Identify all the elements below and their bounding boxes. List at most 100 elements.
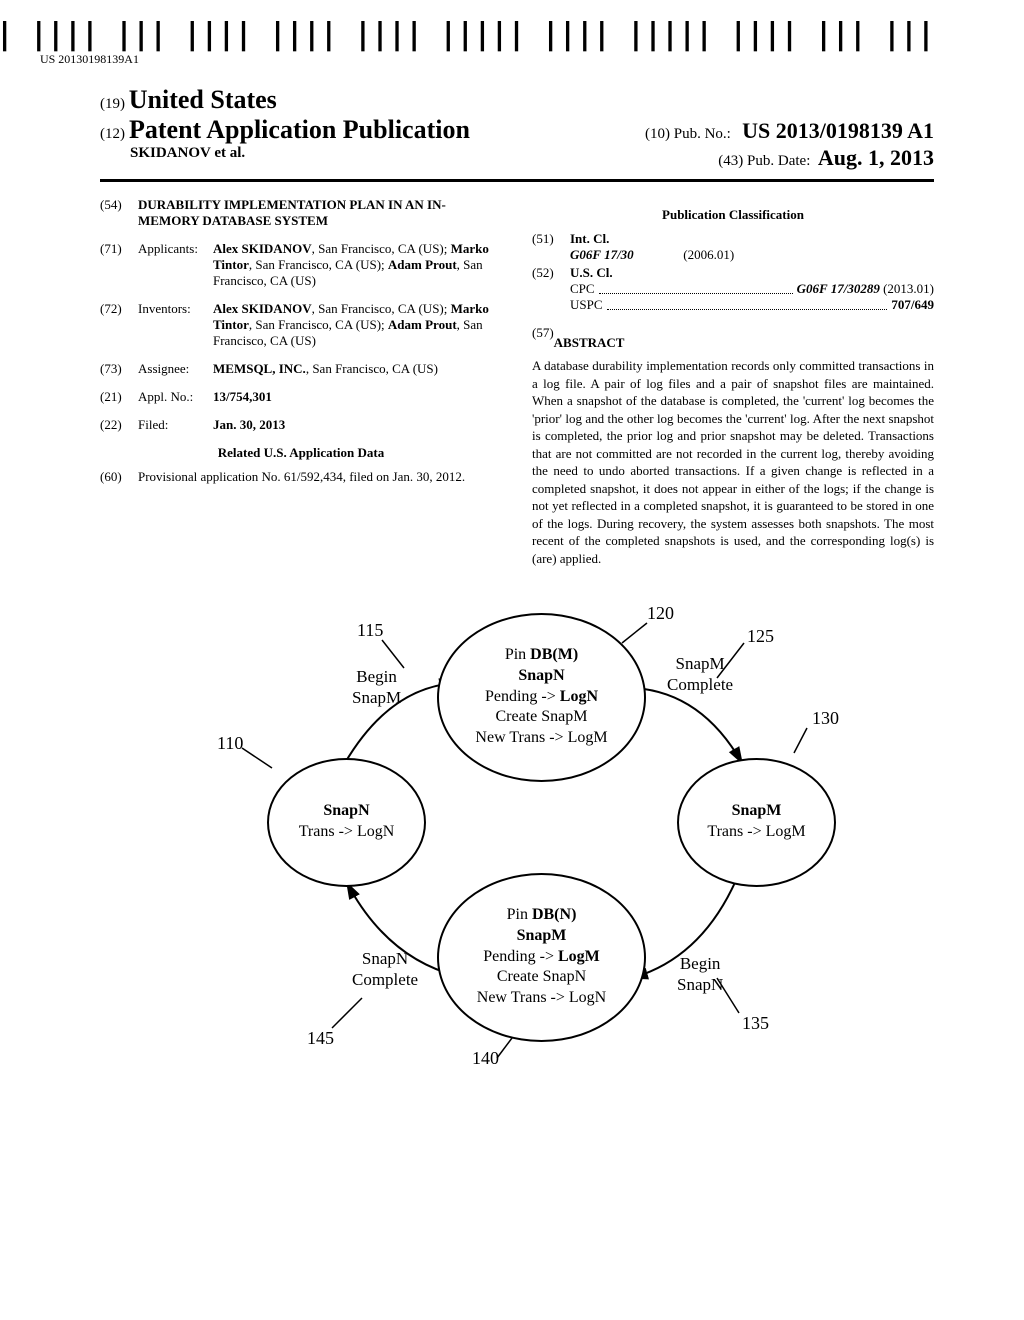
- ref-115: 115: [357, 620, 383, 641]
- entry-51: (51) Int. Cl. G06F 17/30 (2006.01): [532, 231, 934, 263]
- code-19: (19): [100, 96, 125, 112]
- code-54: (54): [100, 197, 138, 229]
- pub-class-head: Publication Classification: [532, 207, 934, 223]
- label-21: Appl. No.:: [138, 389, 213, 405]
- ref-135: 135: [742, 1013, 769, 1034]
- ref-130: 130: [812, 708, 839, 729]
- code-51: (51): [532, 231, 570, 263]
- ref-145: 145: [307, 1028, 334, 1049]
- state-140: Pin DB(N) SnapM Pending -> LogM Create S…: [437, 873, 646, 1042]
- e145-l1: SnapN: [362, 949, 408, 968]
- e125-l2: Complete: [667, 675, 733, 694]
- s120-l4: Create SnapM: [439, 707, 644, 728]
- pub-no-label: Pub. No.:: [674, 126, 731, 142]
- code-10: (10): [645, 126, 670, 142]
- e135-l2: SnapN: [677, 975, 723, 994]
- e115-l1: Begin: [356, 667, 397, 686]
- code-71: (71): [100, 241, 138, 289]
- s140-l5: New Trans -> LogN: [439, 988, 644, 1009]
- code-57: (57): [532, 325, 554, 357]
- label-73: Assignee:: [138, 361, 213, 377]
- pub-type: Patent Application Publication: [129, 115, 470, 145]
- text-22: Jan. 30, 2013: [213, 417, 502, 433]
- label-52: U.S. Cl.: [570, 265, 613, 280]
- code-52: (52): [532, 265, 570, 313]
- edge-145: SnapN Complete: [352, 948, 418, 991]
- cpc-paren: (2013.01): [883, 281, 934, 296]
- paren-51: (2006.01): [683, 247, 734, 262]
- left-column: (54) DURABILITY IMPLEMENTATION PLAN IN A…: [100, 197, 502, 568]
- barcode-block: ||||| |||||||| || ||||| |||| ||||| |||| …: [0, 20, 934, 67]
- country: United States: [129, 85, 277, 114]
- abstract-text: A database durability implementation rec…: [532, 357, 934, 568]
- title-54: DURABILITY IMPLEMENTATION PLAN IN AN IN-…: [138, 197, 502, 229]
- s130-l1: SnapM: [679, 801, 834, 822]
- right-column: Publication Classification (51) Int. Cl.…: [532, 197, 934, 568]
- e145-l2: Complete: [352, 970, 418, 989]
- label-71: Applicants:: [138, 241, 213, 289]
- pub-date: Aug. 1, 2013: [818, 145, 934, 170]
- authors: SKIDANOV et al.: [130, 145, 245, 171]
- related-head: Related U.S. Application Data: [100, 445, 502, 461]
- abstract-title: ABSTRACT: [554, 335, 625, 351]
- code-12: (12): [100, 126, 125, 143]
- entry-72: (72) Inventors: Alex SKIDANOV, San Franc…: [100, 301, 502, 349]
- pub-line: (12) Patent Application Publication (10)…: [100, 115, 934, 145]
- barcode: ||||| |||||||| || ||||| |||| ||||| |||| …: [0, 20, 934, 50]
- ref-125: 125: [747, 626, 774, 647]
- patent-page: ||||| |||||||| || ||||| |||| ||||| |||| …: [0, 0, 1024, 1320]
- divider: [100, 179, 934, 182]
- pub-date-label: Pub. Date:: [747, 153, 810, 169]
- entry-73: (73) Assignee: MEMSQL, INC., San Francis…: [100, 361, 502, 377]
- class-51: G06F 17/30: [570, 247, 634, 262]
- code-72: (72): [100, 301, 138, 349]
- s120-l2: SnapN: [439, 666, 644, 687]
- entry-60: (60) Provisional application No. 61/592,…: [100, 469, 502, 485]
- text-60: Provisional application No. 61/592,434, …: [138, 469, 502, 485]
- edge-135: Begin SnapN: [677, 953, 723, 996]
- state-110: SnapN Trans -> LogN: [267, 758, 426, 887]
- cpc-line: CPC G06F 17/30289 (2013.01): [570, 281, 934, 297]
- author-line: SKIDANOV et al. (43) Pub. Date: Aug. 1, …: [100, 145, 934, 171]
- label-22: Filed:: [138, 417, 213, 433]
- state-130: SnapM Trans -> LogM: [677, 758, 836, 887]
- pub-no: US 2013/0198139 A1: [742, 118, 934, 143]
- entry-22: (22) Filed: Jan. 30, 2013: [100, 417, 502, 433]
- entry-71: (71) Applicants: Alex SKIDANOV, San Fran…: [100, 241, 502, 289]
- two-columns: (54) DURABILITY IMPLEMENTATION PLAN IN A…: [100, 197, 934, 568]
- text-21: 13/754,301: [213, 389, 502, 405]
- s110-l1: SnapN: [269, 801, 424, 822]
- ref-120: 120: [647, 603, 674, 624]
- code-60: (60): [100, 469, 138, 485]
- entry-52: (52) U.S. Cl. CPC G06F 17/30289 (2013.01…: [532, 265, 934, 313]
- ref-140: 140: [472, 1048, 499, 1069]
- s120-l5: New Trans -> LogM: [439, 728, 644, 749]
- edge-115: Begin SnapM: [352, 666, 401, 709]
- e125-l1: SnapM: [675, 654, 724, 673]
- label-51: Int. Cl.: [570, 231, 609, 246]
- entry-57: (57) ABSTRACT: [532, 325, 934, 357]
- code-21: (21): [100, 389, 138, 405]
- cpc-label: CPC: [570, 281, 595, 297]
- uspc-val: 707/649: [891, 297, 934, 312]
- e135-l1: Begin: [680, 954, 721, 973]
- ref-110: 110: [217, 733, 243, 754]
- state-diagram: Pin DB(M) SnapN Pending -> LogN Create S…: [157, 598, 877, 1068]
- uspc-label: USPC: [570, 297, 603, 313]
- code-22: (22): [100, 417, 138, 433]
- entry-54: (54) DURABILITY IMPLEMENTATION PLAN IN A…: [100, 197, 502, 229]
- e115-l2: SnapM: [352, 688, 401, 707]
- s140-l2: SnapM: [439, 926, 644, 947]
- s110-l2: Trans -> LogN: [269, 822, 424, 843]
- barcode-text: US 20130198139A1: [0, 52, 934, 67]
- code-73: (73): [100, 361, 138, 377]
- edge-125: SnapM Complete: [667, 653, 733, 696]
- code-43: (43): [718, 153, 743, 169]
- s130-l2: Trans -> LogM: [679, 822, 834, 843]
- header: (19) United States (12) Patent Applicati…: [100, 85, 934, 171]
- uspc-line: USPC 707/649: [570, 297, 934, 313]
- label-72: Inventors:: [138, 301, 213, 349]
- entry-21: (21) Appl. No.: 13/754,301: [100, 389, 502, 405]
- cpc-val: G06F 17/30289: [797, 281, 880, 296]
- state-120: Pin DB(M) SnapN Pending -> LogN Create S…: [437, 613, 646, 782]
